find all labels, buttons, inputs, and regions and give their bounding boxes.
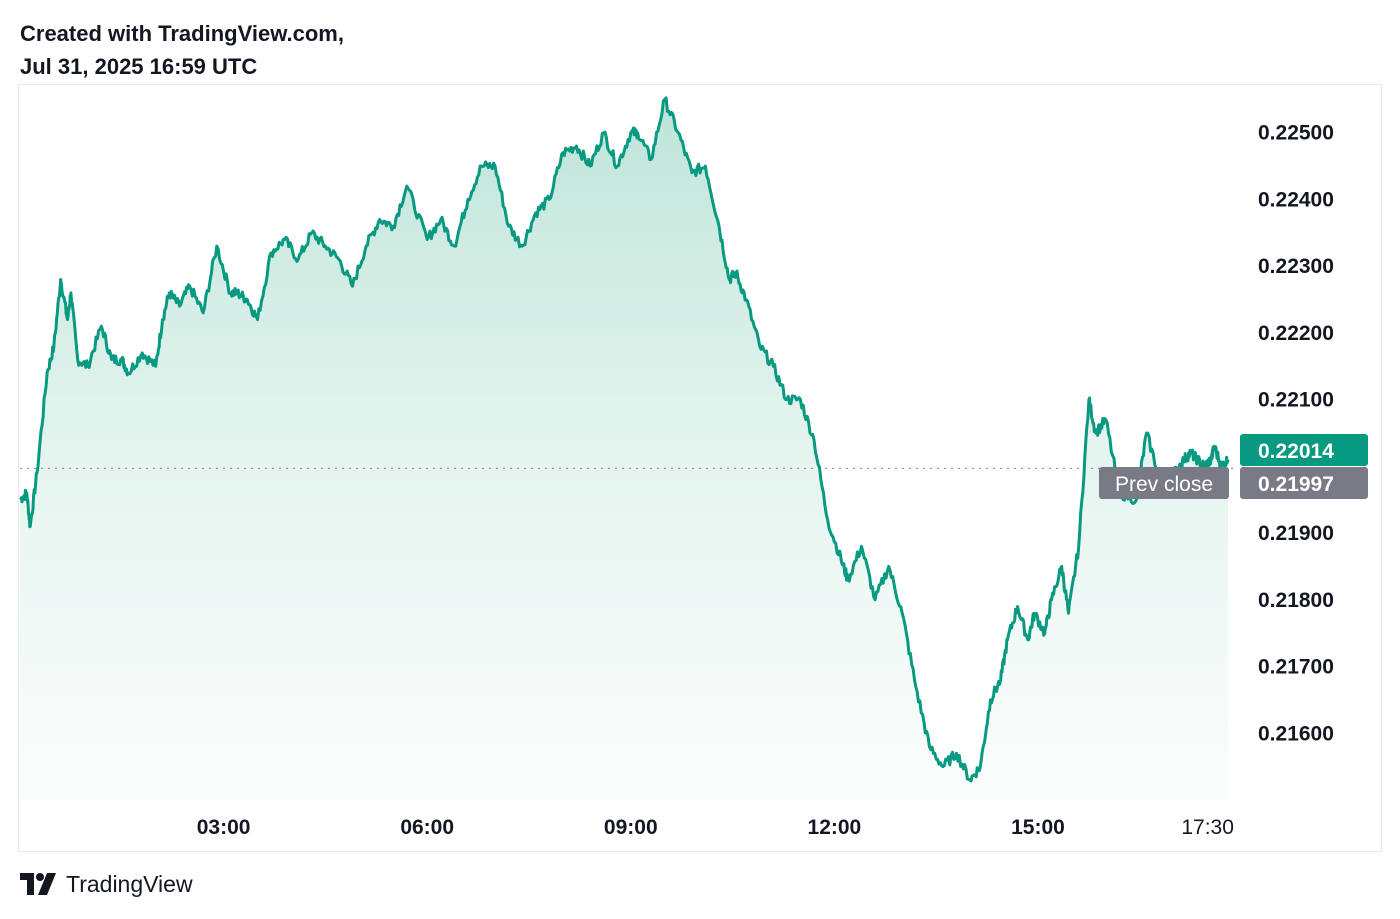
price-line-series xyxy=(19,96,1230,783)
y-tick-label: 0.21700 xyxy=(1258,656,1334,679)
prev-close-label-tag xyxy=(1099,467,1229,499)
x-tick-label: 03:00 xyxy=(197,816,251,839)
y-tick-label: 0.22300 xyxy=(1258,255,1334,278)
y-tick-label: 0.21800 xyxy=(1258,589,1334,612)
footer-brand-label: TradingView xyxy=(66,870,193,897)
y-tick-label: 0.22400 xyxy=(1258,188,1334,211)
x-tick-label: 12:00 xyxy=(808,816,862,839)
y-tick-label: 0.21900 xyxy=(1258,522,1334,545)
y-tick-label: 0.22100 xyxy=(1258,389,1334,412)
last-price-tag xyxy=(1240,434,1368,466)
y-tick-label: 0.22200 xyxy=(1258,322,1334,345)
x-tick-label: 09:00 xyxy=(604,816,658,839)
prev-close-value-tag xyxy=(1240,467,1368,499)
x-tick-label: 06:00 xyxy=(400,816,454,839)
chart-frame xyxy=(18,84,1382,852)
y-tick-label: 0.21600 xyxy=(1258,722,1334,745)
footer: TradingView xyxy=(20,868,193,900)
last-price-value: 0.22014 xyxy=(1258,440,1334,463)
price-area-fill xyxy=(20,97,1228,800)
x-tick-label: 15:00 xyxy=(1011,816,1065,839)
y-tick-label: 0.22500 xyxy=(1258,122,1334,145)
tradingview-logo-icon xyxy=(20,873,56,895)
x-tick-label: 17:30 xyxy=(1181,816,1234,839)
header-created-with: Created with TradingView.com, xyxy=(20,21,344,46)
prev-close-label: Prev close xyxy=(1115,473,1213,496)
prev-close-value: 0.21997 xyxy=(1258,473,1334,496)
header-timestamp: Jul 31, 2025 16:59 UTC xyxy=(20,54,258,79)
